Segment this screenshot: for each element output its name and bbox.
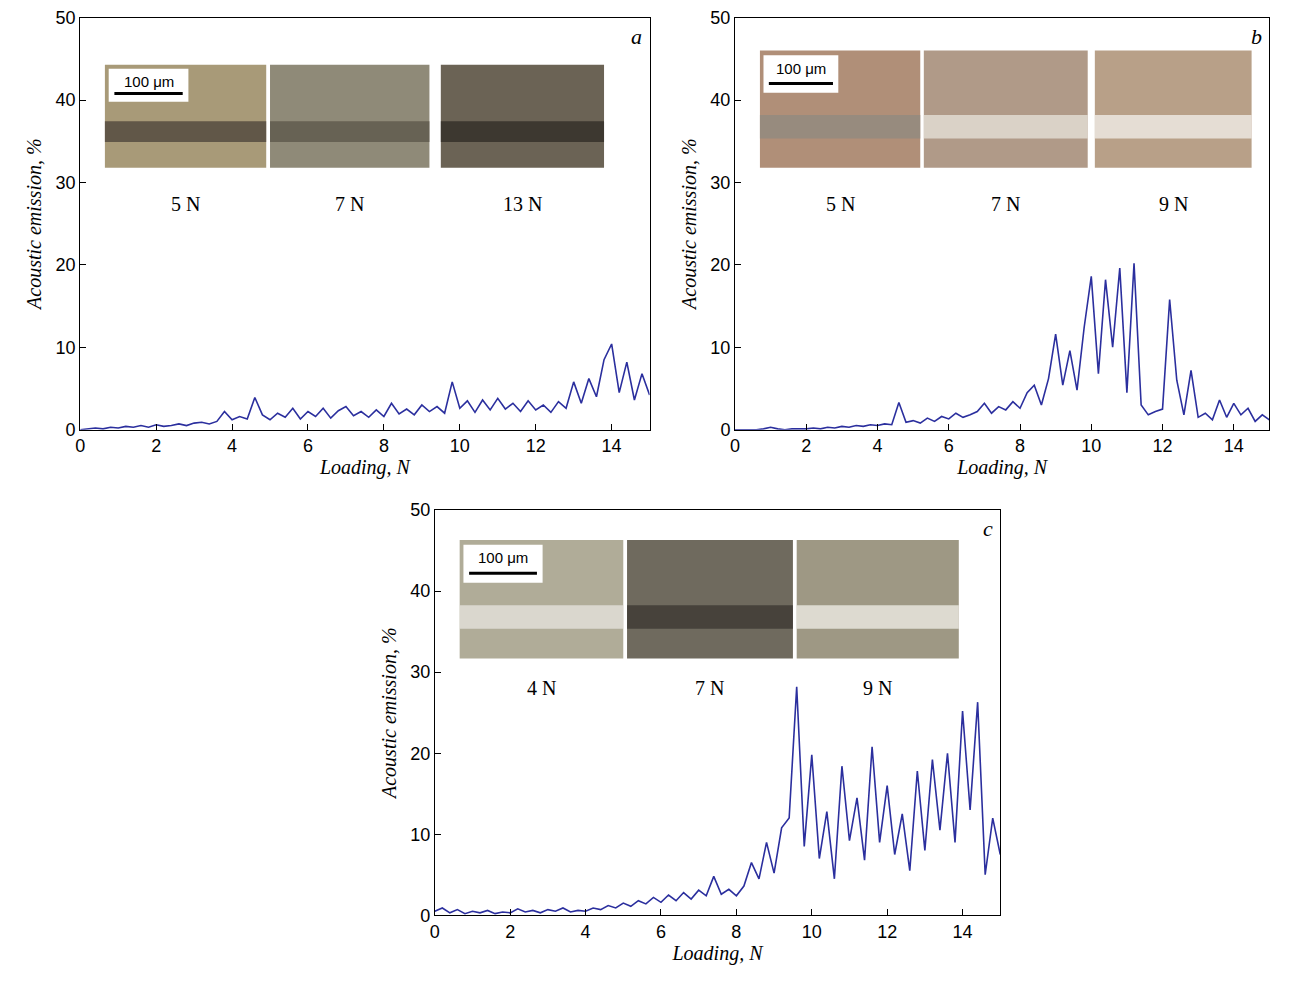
svg-text:6: 6 bbox=[944, 436, 954, 456]
svg-text:100 μm: 100 μm bbox=[124, 73, 174, 90]
svg-text:b: b bbox=[1251, 24, 1262, 49]
svg-text:8: 8 bbox=[731, 922, 741, 942]
svg-text:40: 40 bbox=[56, 90, 76, 110]
svg-text:7 N: 7 N bbox=[991, 193, 1020, 215]
svg-text:50: 50 bbox=[56, 8, 76, 28]
svg-text:14: 14 bbox=[1224, 436, 1244, 456]
svg-text:9 N: 9 N bbox=[863, 677, 892, 699]
svg-text:9 N: 9 N bbox=[1159, 193, 1188, 215]
svg-text:Loading, N: Loading, N bbox=[319, 456, 412, 479]
svg-text:Acoustic emission, %: Acoustic emission, % bbox=[378, 627, 400, 800]
svg-text:14: 14 bbox=[953, 922, 973, 942]
svg-text:a: a bbox=[631, 24, 642, 49]
svg-text:0: 0 bbox=[430, 922, 440, 942]
svg-text:10: 10 bbox=[56, 338, 76, 358]
svg-text:2: 2 bbox=[151, 436, 161, 456]
svg-text:12: 12 bbox=[1153, 436, 1173, 456]
svg-text:100 μm: 100 μm bbox=[478, 549, 528, 566]
svg-text:4: 4 bbox=[872, 436, 882, 456]
svg-text:30: 30 bbox=[710, 173, 730, 193]
svg-text:40: 40 bbox=[710, 90, 730, 110]
svg-text:10: 10 bbox=[802, 922, 822, 942]
svg-text:7 N: 7 N bbox=[695, 677, 724, 699]
svg-text:4: 4 bbox=[227, 436, 237, 456]
svg-text:14: 14 bbox=[602, 436, 622, 456]
svg-text:13 N: 13 N bbox=[503, 193, 542, 215]
svg-text:10: 10 bbox=[410, 825, 430, 845]
svg-text:30: 30 bbox=[56, 173, 76, 193]
svg-text:6: 6 bbox=[303, 436, 313, 456]
svg-text:7 N: 7 N bbox=[335, 193, 364, 215]
svg-text:8: 8 bbox=[1015, 436, 1025, 456]
svg-text:0: 0 bbox=[66, 420, 76, 440]
svg-text:5 N: 5 N bbox=[171, 193, 200, 215]
svg-text:12: 12 bbox=[526, 436, 546, 456]
svg-text:2: 2 bbox=[505, 922, 515, 942]
svg-text:30: 30 bbox=[410, 662, 430, 682]
svg-text:2: 2 bbox=[801, 436, 811, 456]
svg-text:20: 20 bbox=[410, 744, 430, 764]
svg-text:Loading, N: Loading, N bbox=[956, 456, 1049, 479]
svg-text:10: 10 bbox=[710, 338, 730, 358]
svg-text:Acoustic emission, %: Acoustic emission, % bbox=[678, 138, 700, 311]
svg-text:12: 12 bbox=[877, 922, 897, 942]
svg-text:Loading, N: Loading, N bbox=[672, 942, 765, 965]
svg-text:0: 0 bbox=[720, 420, 730, 440]
svg-text:c: c bbox=[983, 516, 993, 541]
svg-text:8: 8 bbox=[379, 436, 389, 456]
svg-text:10: 10 bbox=[1081, 436, 1101, 456]
svg-text:100 μm: 100 μm bbox=[776, 60, 826, 77]
svg-text:0: 0 bbox=[75, 436, 85, 456]
svg-text:20: 20 bbox=[56, 255, 76, 275]
svg-text:50: 50 bbox=[410, 500, 430, 520]
svg-text:0: 0 bbox=[730, 436, 740, 456]
svg-text:4: 4 bbox=[581, 922, 591, 942]
svg-text:20: 20 bbox=[710, 255, 730, 275]
svg-text:4 N: 4 N bbox=[527, 677, 556, 699]
svg-text:5 N: 5 N bbox=[826, 193, 855, 215]
svg-text:50: 50 bbox=[710, 8, 730, 28]
svg-text:40: 40 bbox=[410, 581, 430, 601]
svg-text:0: 0 bbox=[420, 906, 430, 926]
svg-text:10: 10 bbox=[450, 436, 470, 456]
svg-text:Acoustic emission, %: Acoustic emission, % bbox=[23, 138, 45, 311]
svg-text:6: 6 bbox=[656, 922, 666, 942]
